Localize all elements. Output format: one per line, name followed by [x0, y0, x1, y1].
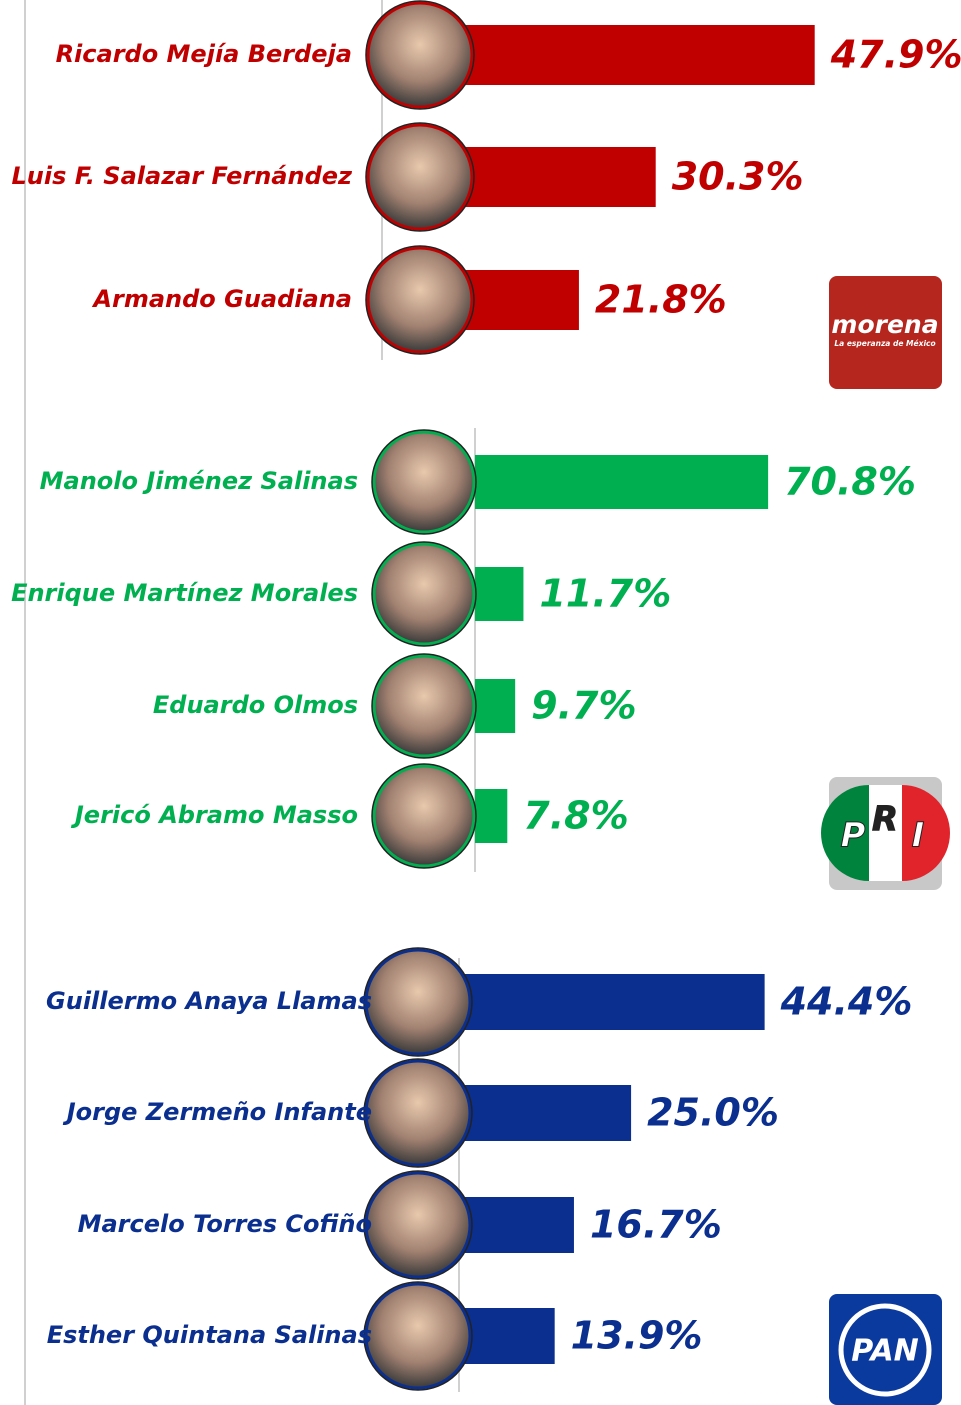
photo — [374, 656, 474, 756]
category-label: Enrique Martínez Morales — [11, 579, 358, 607]
value-label: 30.3% — [672, 155, 804, 199]
value-label: 47.9% — [830, 33, 961, 77]
bar — [475, 789, 507, 843]
value-label: 21.8% — [595, 278, 727, 322]
category-label: Ricardo Mejía Berdeja — [56, 40, 352, 68]
value-label: 70.8% — [784, 460, 916, 504]
logo-letter: I — [912, 816, 925, 856]
value-label: 44.4% — [780, 980, 913, 1024]
photo — [366, 1173, 470, 1277]
logo-text: morena — [831, 310, 938, 339]
bar — [459, 1085, 631, 1141]
category-label: Armando Guadiana — [91, 285, 352, 313]
value-label: 16.7% — [590, 1203, 722, 1247]
logo-red — [902, 785, 950, 881]
photo — [368, 3, 472, 107]
photo — [366, 1061, 470, 1165]
logo-letter: P — [841, 816, 866, 856]
value-label: 9.7% — [531, 684, 636, 728]
photo — [374, 432, 474, 532]
value-label: 25.0% — [647, 1091, 779, 1135]
logo-subtitle: La esperanza de México — [834, 339, 935, 348]
photo — [368, 248, 472, 352]
photo — [374, 766, 474, 866]
value-label: 13.9% — [571, 1314, 703, 1358]
category-label: Jorge Zermeño Infante — [63, 1098, 372, 1126]
photo — [374, 544, 474, 644]
bar — [475, 567, 523, 621]
bar — [475, 679, 515, 733]
photo — [366, 1284, 470, 1388]
bar — [475, 455, 768, 509]
category-label: Eduardo Olmos — [153, 691, 358, 719]
bar — [459, 1197, 574, 1253]
category-label: Luis F. Salazar Fernández — [11, 162, 353, 190]
logo-letter: R — [872, 800, 898, 840]
photo — [368, 125, 472, 229]
photo — [366, 950, 470, 1054]
bar — [459, 974, 765, 1030]
chart: Ricardo Mejía Berdeja 47.9% Luis F. Salaza… — [0, 0, 961, 1405]
category-label: Manolo Jiménez Salinas — [40, 467, 358, 495]
category-label: Guillermo Anaya Llamas — [46, 987, 372, 1015]
value-label: 7.8% — [523, 794, 628, 838]
category-label: Esther Quintana Salinas — [47, 1321, 372, 1349]
logo-text: PAN — [851, 1334, 919, 1369]
value-label: 11.7% — [539, 572, 671, 616]
category-label: Marcelo Torres Cofiño — [78, 1210, 372, 1238]
bar — [459, 1308, 555, 1364]
category-label: Jericó Abramo Masso — [71, 801, 358, 829]
party-logo: PAN — [829, 1294, 942, 1405]
